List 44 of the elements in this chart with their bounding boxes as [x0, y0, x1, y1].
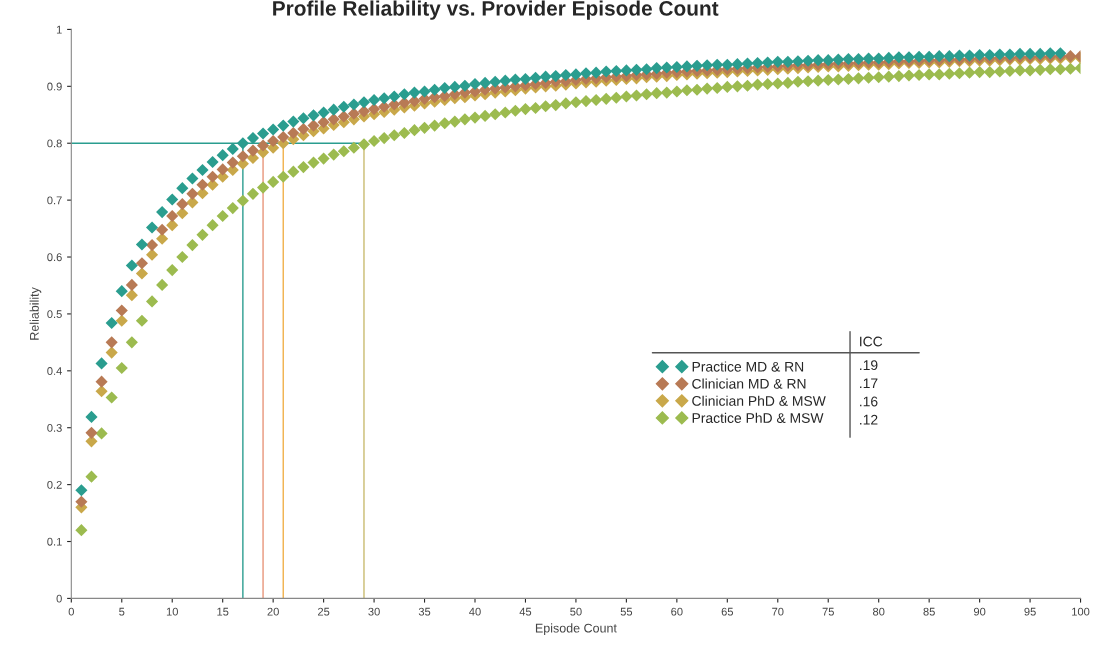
- x-tick-label: 85: [923, 607, 935, 616]
- annotation: .12: [860, 414, 878, 425]
- x-tick-label: 0: [68, 607, 74, 616]
- x-tick-label: 40: [469, 607, 481, 616]
- y-axis-title: Reliability: [29, 287, 42, 340]
- x-tick-label: 50: [570, 607, 582, 616]
- x-tick-label: 100: [1072, 607, 1090, 616]
- legend-label: Clinician PhD & MSW: [692, 395, 826, 406]
- x-tick-label: 70: [772, 607, 784, 616]
- x-axis-title: Episode Count: [535, 623, 617, 635]
- x-tick-label: 5: [119, 607, 125, 616]
- chart-title: Profile Reliability vs. Provider Episode Count: [273, 0, 719, 20]
- y-tick-label: 0.9: [47, 82, 62, 91]
- legend-label: Practice PhD & MSW: [692, 412, 824, 423]
- x-tick-label: 60: [671, 607, 683, 616]
- y-tick-label: 0: [56, 594, 62, 603]
- x-tick-label: 20: [267, 607, 279, 616]
- y-tick-label: 0.7: [47, 196, 62, 205]
- y-tick-label: 0.3: [47, 423, 62, 432]
- y-tick-label: 0.2: [47, 480, 62, 489]
- x-tick-label: 75: [822, 607, 834, 616]
- y-tick-label: 0.8: [47, 139, 62, 148]
- annotation: .17: [860, 378, 878, 389]
- x-tick-label: 35: [418, 607, 431, 616]
- x-tick-label: 45: [519, 607, 532, 616]
- x-tick-label: 65: [721, 607, 734, 616]
- y-tick-label: 0.5: [47, 310, 62, 319]
- legend-label: Clinician MD & RN: [692, 378, 806, 389]
- annotation: .16: [860, 396, 878, 407]
- y-tick-label: 0.1: [47, 537, 62, 546]
- x-tick-label: 10: [166, 607, 178, 616]
- y-tick-label: 0.6: [47, 253, 62, 262]
- annotation: ICC: [860, 336, 883, 347]
- x-tick-label: 95: [1024, 607, 1036, 616]
- x-tick-label: 25: [318, 607, 330, 616]
- x-tick-label: 30: [368, 607, 380, 616]
- x-tick-label: 90: [973, 607, 986, 616]
- y-tick-label: 0.4: [47, 367, 62, 375]
- x-tick-label: 15: [217, 607, 229, 616]
- annotation: .19: [860, 360, 878, 371]
- x-tick-label: 55: [620, 607, 633, 616]
- y-tick-label: 1: [56, 25, 62, 34]
- x-tick-label: 80: [873, 607, 885, 616]
- legend-label: Practice MD & RN: [692, 361, 804, 372]
